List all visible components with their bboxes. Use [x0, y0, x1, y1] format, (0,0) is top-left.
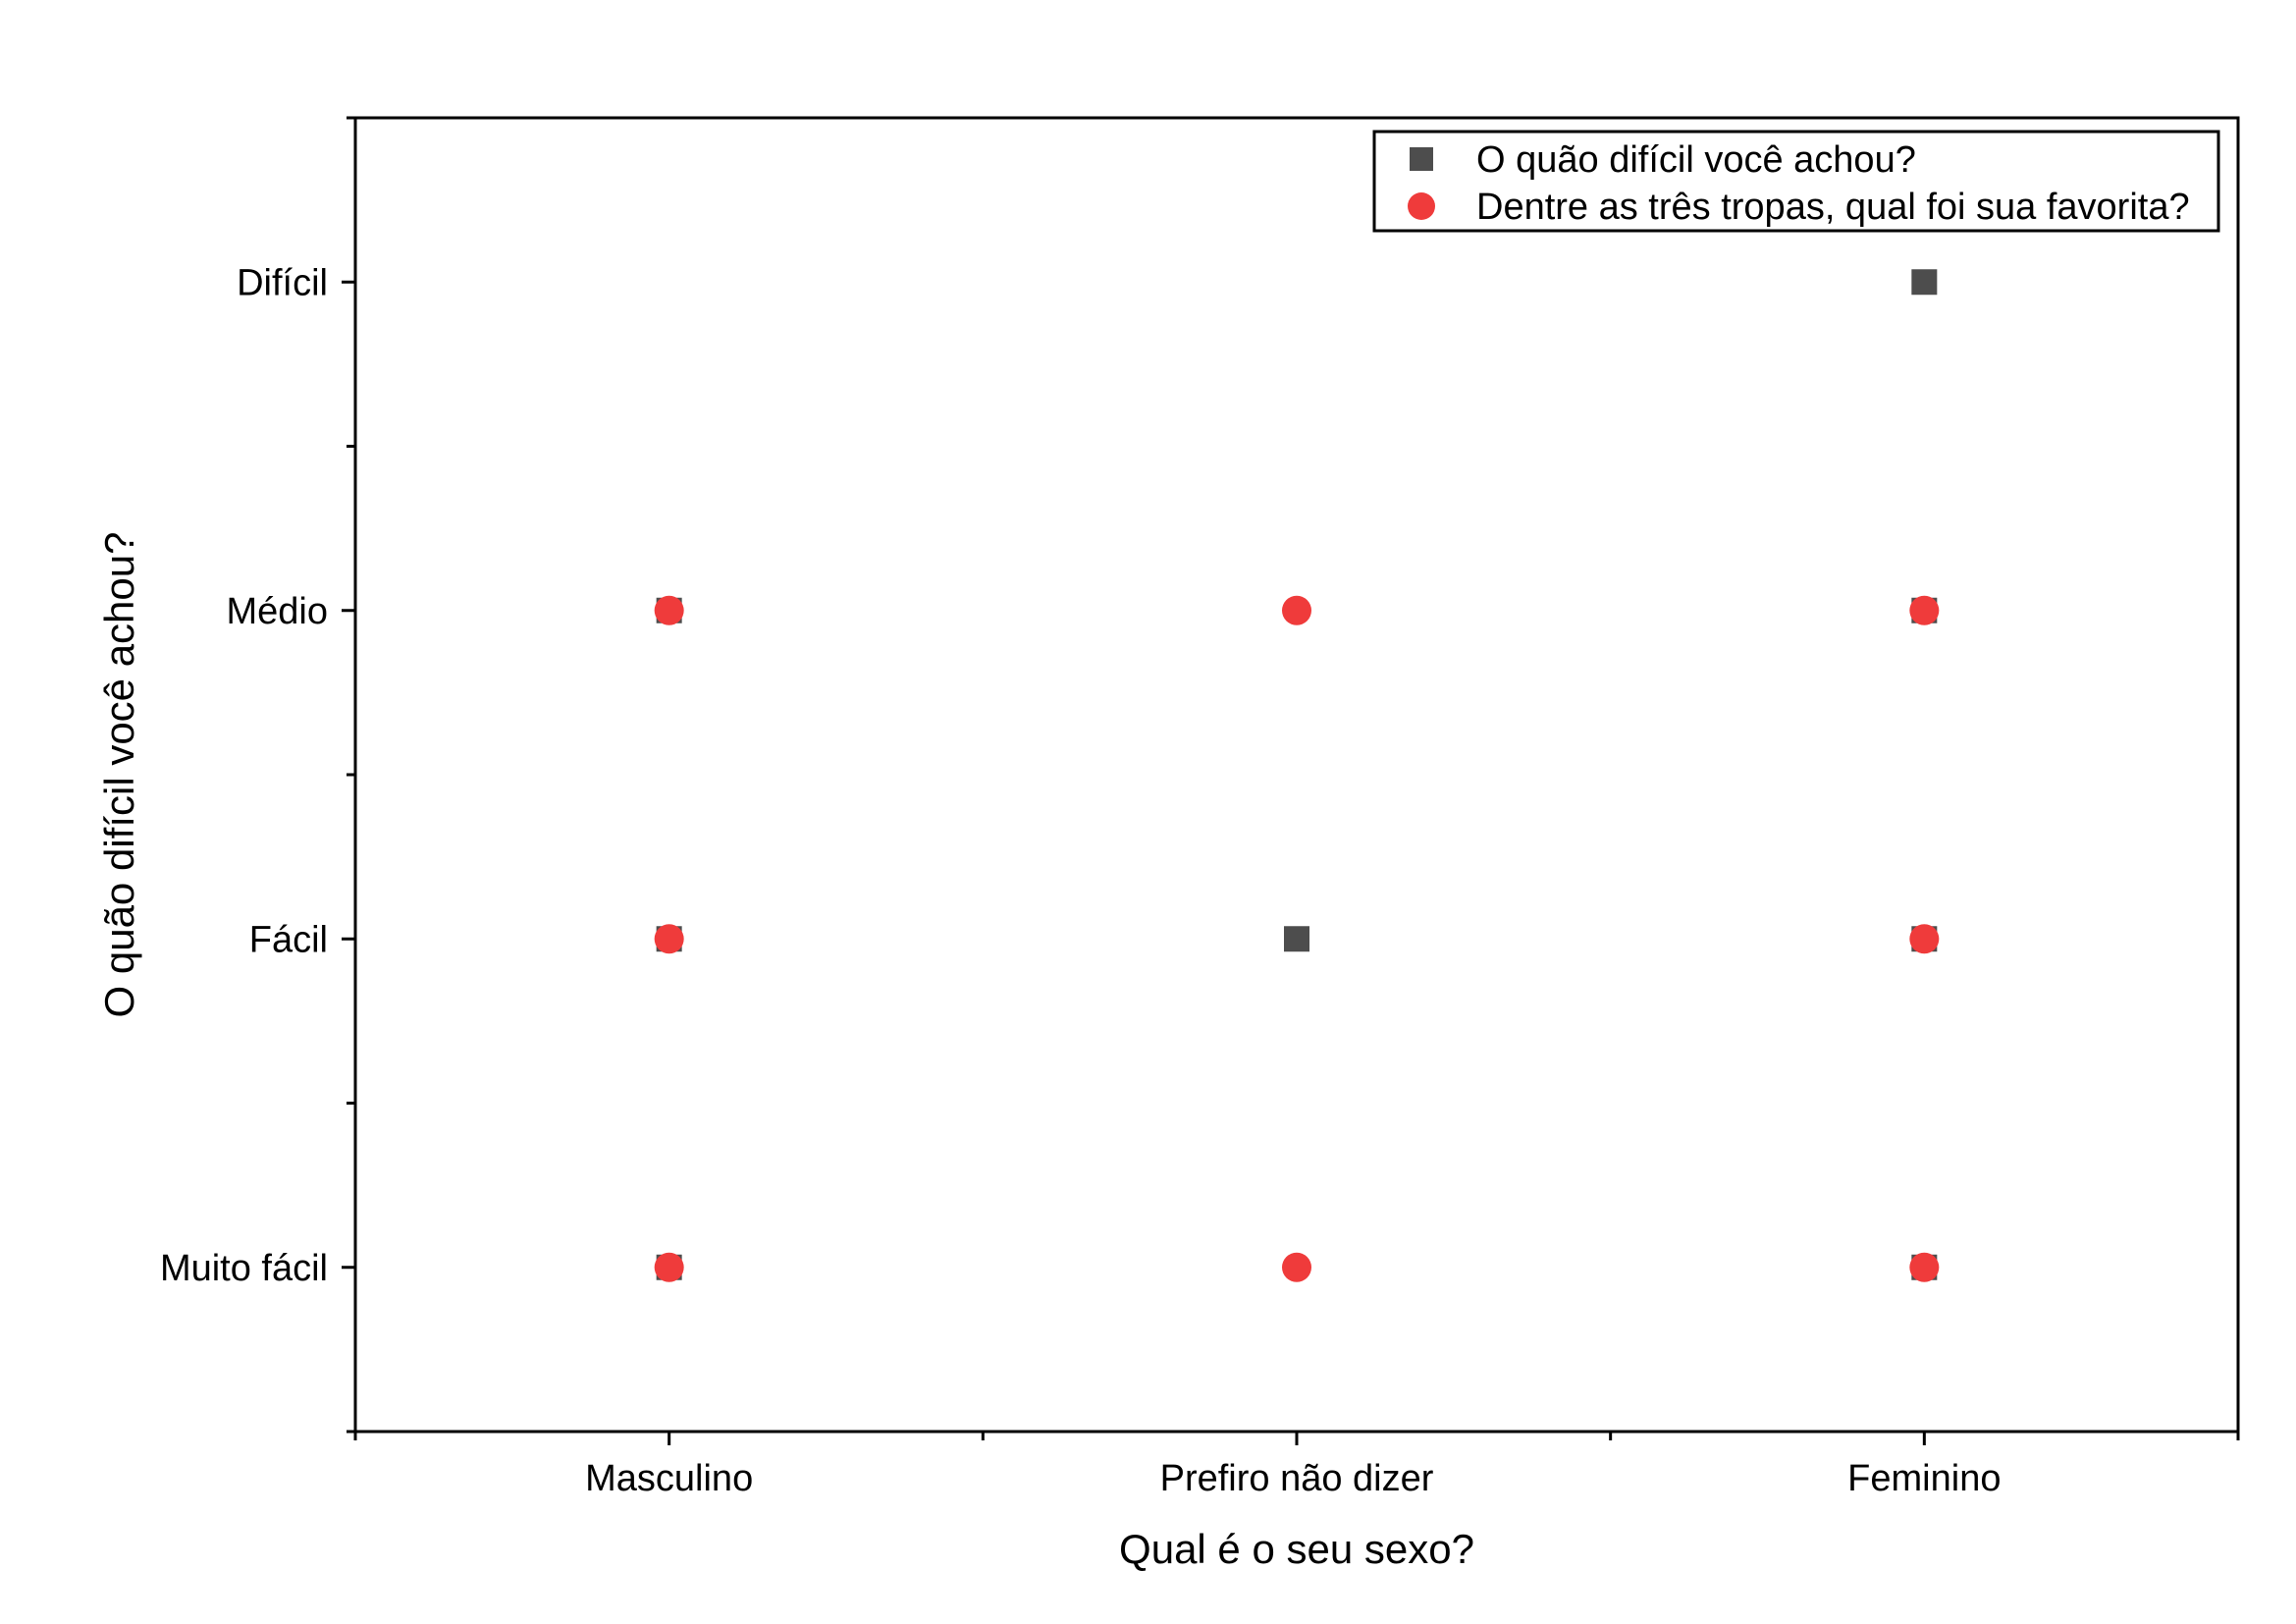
square-point: [1284, 926, 1309, 952]
circle-point: [1909, 924, 1940, 954]
y-tick-label: Difícil: [237, 262, 328, 303]
circle-point: [1282, 595, 1311, 625]
square-point: [1911, 269, 1938, 296]
legend-label: Dentre as três tropas, qual foi sua favo…: [1476, 187, 2190, 228]
circle-point: [1909, 1252, 1940, 1282]
axis-ticks: Masculino Prefiro não dizer Feminino Muito …: [160, 116, 2240, 1499]
legend-circle-marker: [1408, 192, 1435, 220]
plot-frame: [353, 116, 2240, 1434]
x-tick-label: Feminino: [1847, 1458, 2001, 1499]
legend: O quão difícil você achou? Dentre as três…: [1372, 130, 2220, 233]
x-tick-label: Prefiro não dizer: [1160, 1458, 1434, 1499]
circle-point: [654, 595, 684, 625]
series-2: [654, 595, 1940, 1282]
legend-box: [1372, 130, 2220, 233]
legend-label: O quão difícil você achou?: [1476, 139, 1916, 181]
y-tick-label: Fácil: [249, 919, 328, 960]
legend-square-marker: [1410, 147, 1433, 171]
circle-point: [1282, 1252, 1311, 1282]
y-tick-label: Muito fácil: [160, 1248, 328, 1289]
circle-point: [654, 1252, 684, 1282]
data-marks: [654, 269, 1940, 1282]
y-tick-label: Médio: [227, 591, 329, 632]
x-tick-label: Masculino: [585, 1458, 753, 1499]
series-1: [656, 269, 1938, 1280]
y-axis-title: O quão difícil você achou?: [96, 532, 142, 1018]
circle-point: [1909, 595, 1940, 625]
x-axis-title: Qual é o seu sexo?: [1119, 1526, 1474, 1572]
circle-point: [654, 924, 684, 954]
